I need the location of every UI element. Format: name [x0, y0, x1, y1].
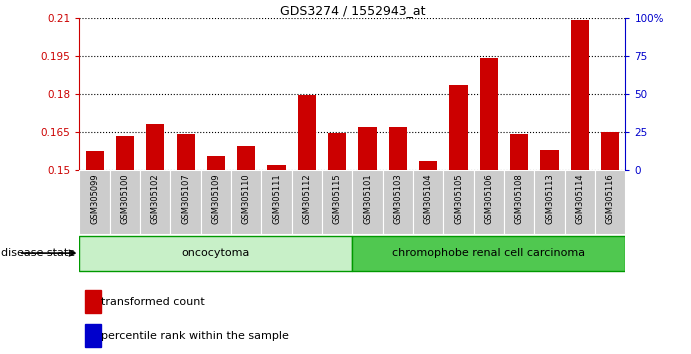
Text: GSM305110: GSM305110	[242, 173, 251, 224]
Text: GSM305102: GSM305102	[151, 173, 160, 224]
Bar	[176, 162, 195, 170]
Bar	[116, 164, 134, 170]
Bar	[540, 164, 558, 170]
Title: GDS3274 / 1552943_at: GDS3274 / 1552943_at	[280, 4, 425, 17]
Bar	[146, 124, 164, 170]
FancyBboxPatch shape	[383, 170, 413, 234]
Bar	[176, 135, 195, 170]
Text: GSM305109: GSM305109	[211, 173, 220, 224]
Text: chromophobe renal cell carcinoma: chromophobe renal cell carcinoma	[392, 248, 585, 258]
Text: disease state: disease state	[1, 248, 75, 258]
Text: GSM305101: GSM305101	[363, 173, 372, 224]
FancyBboxPatch shape	[413, 170, 444, 234]
Bar	[449, 162, 468, 170]
FancyBboxPatch shape	[595, 170, 625, 234]
Bar	[540, 150, 558, 170]
Bar	[267, 165, 285, 170]
FancyBboxPatch shape	[140, 170, 171, 234]
FancyBboxPatch shape	[261, 170, 292, 234]
FancyBboxPatch shape	[201, 170, 231, 234]
FancyBboxPatch shape	[565, 170, 595, 234]
Text: GSM305100: GSM305100	[120, 173, 129, 224]
Bar	[359, 127, 377, 170]
Text: GSM305104: GSM305104	[424, 173, 433, 224]
Bar	[601, 132, 619, 170]
FancyBboxPatch shape	[79, 236, 352, 270]
Text: GSM305116: GSM305116	[606, 173, 615, 224]
Bar	[510, 165, 529, 170]
Bar	[510, 135, 529, 170]
Bar	[237, 146, 256, 170]
Bar	[389, 162, 407, 170]
Bar	[359, 162, 377, 170]
Text: GSM305113: GSM305113	[545, 173, 554, 224]
Bar	[601, 164, 619, 170]
Text: percentile rank within the sample: percentile rank within the sample	[102, 331, 289, 341]
Text: transformed count: transformed count	[102, 297, 205, 307]
Text: GSM305103: GSM305103	[393, 173, 402, 224]
Bar	[116, 136, 134, 170]
Text: GSM305099: GSM305099	[90, 173, 99, 224]
Text: GSM305112: GSM305112	[303, 173, 312, 224]
Bar	[419, 161, 437, 170]
FancyBboxPatch shape	[474, 170, 504, 234]
Bar	[207, 156, 225, 170]
FancyBboxPatch shape	[352, 236, 625, 270]
FancyBboxPatch shape	[231, 170, 261, 234]
FancyBboxPatch shape	[352, 170, 383, 234]
Bar	[328, 162, 346, 170]
Bar	[86, 151, 104, 170]
Bar	[571, 159, 589, 170]
Bar	[85, 290, 102, 314]
Text: GSM305106: GSM305106	[484, 173, 493, 224]
Bar	[389, 127, 407, 170]
FancyBboxPatch shape	[444, 170, 474, 234]
Bar	[298, 162, 316, 170]
Bar	[146, 162, 164, 170]
Bar	[207, 165, 225, 170]
FancyBboxPatch shape	[534, 170, 565, 234]
FancyBboxPatch shape	[292, 170, 322, 234]
Bar	[267, 165, 285, 170]
Bar	[419, 164, 437, 170]
Bar	[480, 162, 498, 170]
FancyBboxPatch shape	[79, 170, 110, 234]
Text: GSM305108: GSM305108	[515, 173, 524, 224]
FancyBboxPatch shape	[110, 170, 140, 234]
Text: oncocytoma: oncocytoma	[182, 248, 250, 258]
Bar	[480, 58, 498, 170]
FancyBboxPatch shape	[171, 170, 201, 234]
Bar	[85, 324, 102, 347]
Bar	[298, 95, 316, 170]
Text: GSM305111: GSM305111	[272, 173, 281, 224]
Bar	[328, 133, 346, 170]
Bar	[571, 20, 589, 170]
FancyBboxPatch shape	[322, 170, 352, 234]
Text: GSM305107: GSM305107	[181, 173, 190, 224]
Bar	[449, 85, 468, 170]
Text: GSM305105: GSM305105	[454, 173, 463, 224]
Text: GSM305114: GSM305114	[576, 173, 585, 224]
FancyBboxPatch shape	[504, 170, 534, 234]
Text: GSM305115: GSM305115	[333, 173, 342, 224]
Bar	[237, 164, 256, 170]
Bar	[86, 167, 104, 170]
